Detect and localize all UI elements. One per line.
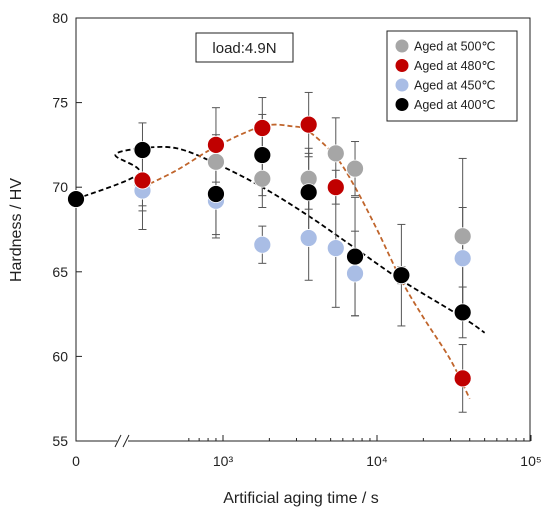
x-axis-label: Artificial aging time / s <box>223 490 379 507</box>
data-point <box>346 247 364 266</box>
data-point <box>207 185 225 203</box>
data-point <box>326 178 345 197</box>
plot-area-frame <box>75 17 531 442</box>
annotation-box <box>195 32 294 63</box>
legend-marker <box>395 78 409 92</box>
annotation-text: load:4.9N <box>212 40 276 57</box>
data-point <box>453 303 472 322</box>
y-tick-label: 60 <box>52 348 68 364</box>
trend-lines-group <box>75 123 486 400</box>
data-point <box>299 229 318 247</box>
data-point <box>346 159 364 178</box>
x-tick-label: 10⁵ <box>520 453 541 469</box>
axis-break-mark <box>114 434 122 448</box>
data-point <box>253 169 272 188</box>
data-points-group <box>67 115 472 388</box>
legend-marker <box>395 98 409 111</box>
data-point <box>133 141 152 159</box>
data-point <box>326 144 345 163</box>
legend: Aged at 500℃ Aged at 480℃ Aged at 450℃ Aged… <box>386 30 518 122</box>
legend-box <box>386 30 518 122</box>
data-point <box>299 115 318 134</box>
trend-line <box>142 123 471 400</box>
data-point <box>392 266 411 285</box>
data-point <box>253 146 272 164</box>
data-point <box>346 264 364 283</box>
data-point <box>253 235 272 254</box>
legend-label: Aged at 450℃ <box>414 79 495 93</box>
axis-break-mark <box>122 434 130 448</box>
data-point <box>326 239 345 258</box>
y-tick-label: 80 <box>52 10 68 26</box>
data-point <box>453 227 472 246</box>
y-tick-label: 65 <box>52 264 68 280</box>
y-tick-label: 70 <box>52 179 68 195</box>
axis-break-gap <box>117 435 128 447</box>
legend-marker <box>395 39 409 53</box>
error-bars-group <box>138 91 467 413</box>
y-tick-label: 75 <box>52 95 68 111</box>
data-point <box>207 152 225 171</box>
y-axis-label: Hardness / HV <box>8 178 25 282</box>
data-point <box>299 183 318 202</box>
legend-marker <box>395 59 409 72</box>
trend-line <box>75 145 486 334</box>
x-tick-label: 10³ <box>213 453 234 469</box>
legend-label: Aged at 500℃ <box>414 40 495 54</box>
data-point <box>133 171 152 190</box>
data-point <box>253 119 272 137</box>
legend-label: Aged at 400℃ <box>414 98 495 112</box>
data-point <box>67 190 85 208</box>
data-point <box>207 135 225 154</box>
y-tick-label: 55 <box>52 433 68 449</box>
labels-group: Artificial aging time / s Hardness / HV <box>8 178 379 507</box>
x-tick-label: 0 <box>72 453 80 469</box>
axes-group: 55 60 65 70 75 80 0 10³ 10⁴ 10⁵ <box>52 10 541 469</box>
data-point <box>453 369 472 388</box>
annotation-group: load:4.9N <box>195 32 294 63</box>
data-point <box>453 249 472 268</box>
legend-label: Aged at 480℃ <box>414 59 495 73</box>
x-tick-label: 10⁴ <box>366 453 388 469</box>
